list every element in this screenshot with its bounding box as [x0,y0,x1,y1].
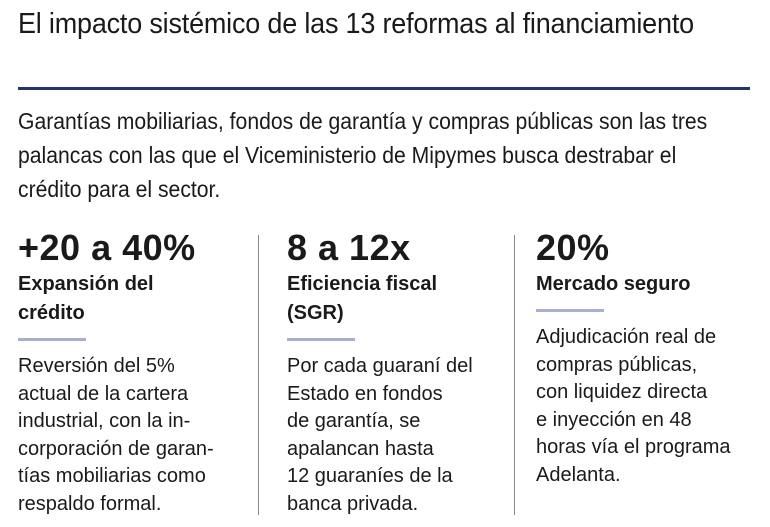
stat-value: +20 a 40% [18,227,196,268]
stat-card-credit: +20 a 40% Expansión del crédito Reversió… [18,228,258,518]
stat-value: 20% [536,227,610,268]
page-title: El impacto sistémico de las 13 reformas … [18,8,694,40]
stat-label: Eficiencia fiscal (SGR) [287,273,438,324]
stat-description: Por cada guaraní del Estado en fondos de… [287,355,473,515]
stat-card-fiscal: 8 a 12x Eficiencia fiscal (SGR) Por cada… [287,228,507,518]
accent-bar [18,338,86,341]
stat-label: Mercado seguro [536,273,691,295]
accent-bar [536,309,604,312]
accent-bar [287,338,355,341]
stat-card-market: 20% Mercado seguro Adjudicación real de … [536,228,766,489]
stat-value: 8 a 12x [287,227,411,268]
column-divider [258,235,259,515]
stat-description: Adjudicación real de compras públicas, c… [536,326,731,486]
stat-label: Expansión del crédito [18,273,154,324]
stat-description: Reversión del 5% actual de la cartera in… [18,355,214,515]
column-divider [514,235,515,515]
intro-paragraph: Garantías mobiliarias, fondos de garantí… [18,108,708,202]
title-rule [18,87,750,90]
